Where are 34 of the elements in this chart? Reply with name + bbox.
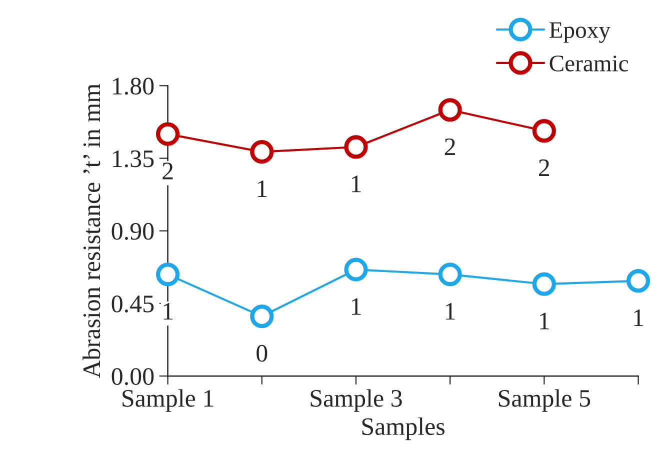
data-label: 2: [444, 138, 455, 155]
y-axis-title: Abrasion resistance ’t’ in mm: [82, 84, 100, 378]
point: [250, 140, 274, 164]
point: [532, 119, 556, 143]
data-label: 2: [539, 159, 550, 176]
point: [626, 269, 650, 293]
data-label: 1: [446, 303, 455, 320]
x-axis-title: Samples: [362, 417, 444, 440]
data-label: 1: [352, 298, 361, 315]
data-label: 1: [634, 309, 644, 326]
x-tick-label: Sample 1: [122, 389, 214, 412]
data-label: 1: [352, 176, 361, 192]
y-tick-label: 1.80: [113, 78, 154, 95]
y-tick-label: 0.00: [112, 368, 154, 386]
point: [344, 135, 368, 159]
data-label: 0: [256, 344, 268, 362]
x-tick-label: Sample 3: [310, 389, 402, 412]
data-label: 1: [164, 303, 173, 320]
point: [250, 304, 274, 328]
y-tick-label: 0.45: [112, 296, 154, 312]
point: [344, 258, 368, 282]
data-label: 1: [540, 312, 549, 330]
point: [438, 262, 462, 286]
data-label: 1: [258, 180, 267, 197]
point: [532, 272, 556, 296]
legend-label: Epoxy: [550, 22, 610, 43]
point: [438, 98, 462, 122]
x-tick-label: Sample 5: [498, 389, 590, 412]
y-tick-label: 1.35: [113, 150, 154, 168]
legend-label: Ceramic: [550, 56, 628, 72]
y-tick-label: 0.90: [112, 222, 154, 240]
point: [156, 262, 180, 286]
data-label: 2: [162, 162, 173, 180]
point: [156, 122, 180, 146]
